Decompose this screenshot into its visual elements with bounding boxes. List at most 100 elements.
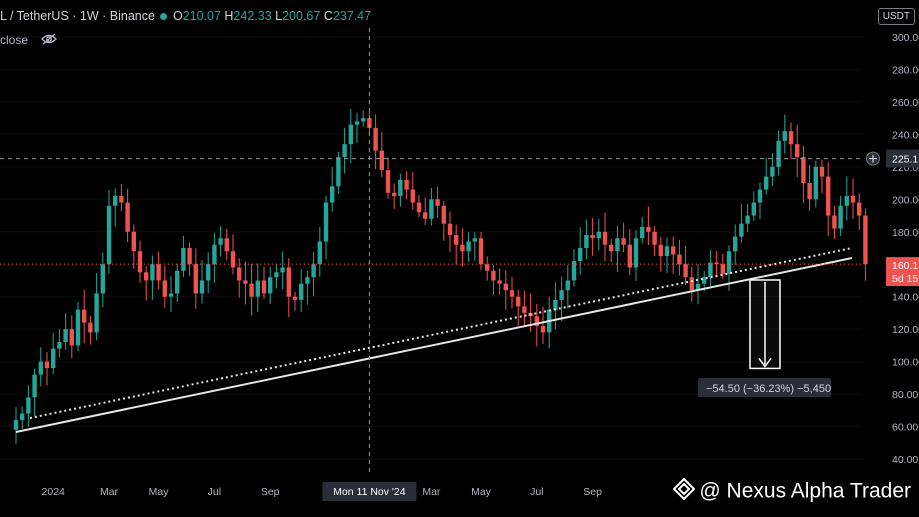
candle-body xyxy=(844,196,849,206)
candle-body xyxy=(509,290,515,297)
candle-body xyxy=(788,131,794,145)
candle-body xyxy=(218,238,223,245)
candle-body xyxy=(38,361,43,375)
candle-body xyxy=(51,348,56,369)
indicator-legend: close xyxy=(0,33,58,48)
candle-body xyxy=(367,118,372,128)
candle-body xyxy=(565,280,570,291)
candle-body xyxy=(571,260,577,281)
candle-body xyxy=(776,140,781,167)
crosshair-price-tag xyxy=(886,149,919,168)
price-tick-label: 80.00 xyxy=(892,389,918,401)
candle-body xyxy=(559,290,564,300)
candle-body xyxy=(119,196,124,203)
time-tick-label: Mar xyxy=(422,486,441,498)
candle-body xyxy=(137,251,143,273)
candle-body xyxy=(150,264,155,281)
candle-body xyxy=(770,166,775,177)
price-tick-label: 40.00 xyxy=(892,454,918,466)
candle-body xyxy=(193,264,198,294)
candle-body xyxy=(162,280,167,297)
candle-body xyxy=(838,205,843,229)
price-tick-label: 280.00 xyxy=(892,64,919,76)
open-label: O xyxy=(172,9,183,23)
candle-body xyxy=(361,118,366,122)
candle-body xyxy=(782,131,787,141)
watermark: @ Nexus Alpha Trader xyxy=(672,477,911,506)
candle-body xyxy=(94,293,99,333)
candle-body xyxy=(187,248,192,265)
candle-body xyxy=(757,189,763,203)
candle-body xyxy=(615,238,620,252)
support-trendline xyxy=(15,257,853,433)
candle-body xyxy=(602,231,608,245)
symbol-title[interactable]: L / TetherUS · 1W · Binance xyxy=(0,9,155,23)
candle-body xyxy=(652,231,657,245)
time-tick-label: Sep xyxy=(261,486,280,498)
candle-body xyxy=(516,296,521,307)
candle-body xyxy=(280,267,285,273)
candle-body xyxy=(472,238,477,242)
currency-button[interactable]: USDT xyxy=(877,8,915,25)
measure-label-box xyxy=(698,378,831,397)
diamond-logo-icon xyxy=(672,477,696,506)
candle-body xyxy=(491,270,496,281)
overlay: −54.50 (−36.23%) −5,450 225.1 160.15d 15 xyxy=(0,28,919,472)
close-value: 237.47 xyxy=(332,9,372,23)
candle-body xyxy=(385,170,391,193)
candle-body xyxy=(237,267,242,281)
candle-body xyxy=(863,215,868,265)
candle-body xyxy=(739,223,744,237)
candle-body xyxy=(441,205,446,224)
candle-body xyxy=(807,183,812,200)
indicator-label[interactable]: close xyxy=(0,33,29,47)
candle-body xyxy=(63,329,68,343)
candle-body xyxy=(857,202,862,216)
candle-body xyxy=(671,246,676,255)
candle-body xyxy=(212,244,217,265)
measure-arrow-head xyxy=(758,357,772,368)
candle-body xyxy=(447,223,453,236)
candle-body xyxy=(230,251,236,268)
candle-body xyxy=(627,244,632,268)
candle-body xyxy=(175,270,180,294)
candle-body xyxy=(596,231,601,239)
time-tick-label: May xyxy=(471,486,492,498)
candle-body xyxy=(646,226,651,232)
candle-body xyxy=(683,264,688,278)
candles xyxy=(13,109,868,444)
candle-body xyxy=(144,272,149,281)
countdown-label: 5d 15 xyxy=(892,273,918,285)
candle-body xyxy=(578,248,583,261)
candle-body xyxy=(32,374,37,398)
eye-hidden-icon[interactable] xyxy=(41,33,58,48)
candle-body xyxy=(44,361,50,369)
candle-body xyxy=(714,262,719,265)
candle-body xyxy=(292,296,298,300)
candle-body xyxy=(485,264,490,271)
candle-body xyxy=(553,299,558,310)
add-alert-icon xyxy=(866,151,880,166)
price-tick-label: 260.00 xyxy=(892,97,919,109)
time-tick-label: Jul xyxy=(530,486,543,498)
candle-body xyxy=(224,238,229,252)
candle-body xyxy=(478,238,484,265)
price-tick-label: 120.00 xyxy=(892,324,919,336)
crosshair-date-label: Mon 11 Nov '24 xyxy=(333,486,406,498)
candle-body xyxy=(311,264,316,278)
candle-body xyxy=(702,277,707,284)
candle-body xyxy=(695,283,701,291)
candle-body xyxy=(410,189,415,203)
candle-body xyxy=(677,254,682,265)
candle-body xyxy=(181,248,186,271)
candle-body xyxy=(100,264,105,294)
candle-body xyxy=(429,199,434,219)
candle-body xyxy=(379,150,384,171)
candle-body xyxy=(57,342,62,349)
candle-body xyxy=(689,277,694,291)
price-tick-label: 200.00 xyxy=(892,194,919,206)
last-price-tag xyxy=(886,257,919,287)
candle-body xyxy=(708,262,713,278)
candle-body xyxy=(454,235,459,245)
